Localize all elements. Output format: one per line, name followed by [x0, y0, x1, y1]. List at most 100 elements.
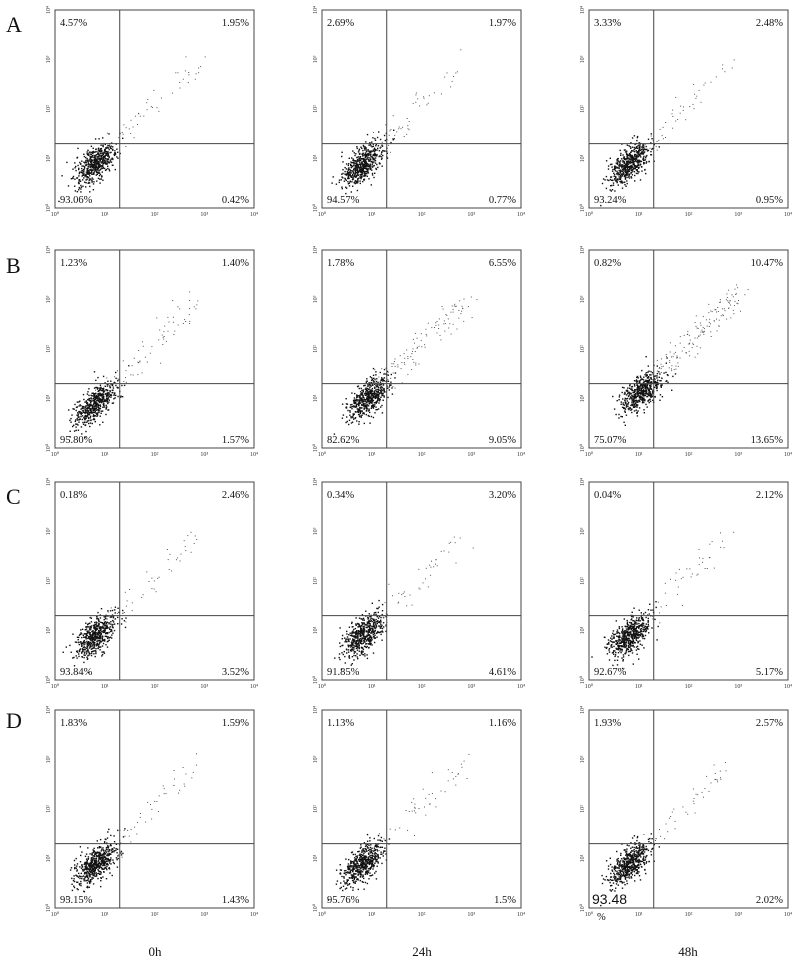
y-tick-label: 10⁰: [45, 203, 52, 212]
quadrant-ll-value: 95.15%: [60, 895, 93, 906]
quadrant-ur-value: 1.40%: [222, 258, 249, 269]
quadrant-ll-value: 93.06%: [60, 195, 93, 206]
y-tick-label: 10⁴: [46, 706, 52, 714]
quadrant-ul-value: 0.34%: [327, 490, 354, 501]
panel-frame: [588, 709, 789, 909]
y-tick-label: 10⁰: [45, 903, 52, 912]
x-tick-label: 10⁴: [250, 912, 258, 918]
quadrant-ll-value: 91.85%: [327, 667, 360, 678]
panel-c-48h: 10⁰ 10¹ 10² 10³ 10⁴ 10⁰ 10¹ 10² 10³ 10⁴ 0.04% 2.12%…: [579, 478, 792, 690]
panel-frame: [321, 9, 522, 209]
y-tick-label: 10⁰: [45, 443, 52, 452]
x-tick-label: 10²: [418, 452, 426, 458]
x-tick-label: 10⁰: [585, 451, 594, 458]
x-tick-label: 10³: [734, 212, 742, 218]
y-tick-label: 10⁰: [312, 203, 319, 212]
y-tick-label: 10²: [46, 805, 52, 813]
y-tick-label: 10⁰: [579, 443, 586, 452]
x-tick-label: 10²: [151, 212, 159, 218]
panel-b-24h: 10⁰ 10¹ 10² 10³ 10⁴ 10⁰ 10¹ 10² 10³ 10⁴ 1.78% 6.55%…: [312, 246, 525, 458]
y-tick-label: 10⁰: [312, 443, 319, 452]
event-dots: [327, 753, 470, 901]
panel-a-0h: 10⁰ 10¹ 10² 10³ 10⁴ 10⁰ 10¹ 10² 10³ 10⁴ 4.57% 1.95%…: [45, 6, 258, 218]
quadrant-ll-value: 95.80%: [60, 435, 93, 446]
row-label-d: D: [6, 708, 22, 733]
quadrant-ll-unit: %: [597, 912, 606, 923]
x-tick-label: 10⁴: [250, 212, 258, 218]
event-dots: [591, 531, 735, 670]
y-tick-label: 10¹: [313, 394, 319, 402]
x-tick-label: 10⁴: [784, 452, 792, 458]
col-label-24h: 24h: [412, 944, 432, 959]
y-tick-label: 10⁴: [313, 246, 319, 254]
panel-a-24h: 10⁰ 10¹ 10² 10³ 10⁴ 10⁰ 10¹ 10² 10³ 10⁴ 2.69% 1.97%…: [312, 6, 525, 218]
y-tick-label: 10³: [580, 527, 586, 535]
quadrant-ul-value: 2.69%: [327, 18, 354, 29]
x-tick-label: 10⁰: [318, 911, 327, 918]
x-tick-label: 10⁴: [517, 684, 525, 690]
panel-frame: [588, 249, 789, 449]
quadrant-ur-value: 10.47%: [751, 258, 784, 269]
panel-c-0h: 10⁰ 10¹ 10² 10³ 10⁴ 10⁰ 10¹ 10² 10³ 10⁴ 0.18% 2.46%…: [45, 478, 258, 690]
y-tick-label: 10³: [313, 755, 319, 763]
panel-d-48h: 10⁰ 10¹ 10² 10³ 10⁴ 10⁰ 10¹ 10² 10³ 10⁴ 1.93% 2.57%…: [579, 706, 792, 923]
quadrant-lr-value: 13.65%: [751, 435, 784, 446]
panel-d-0h: 10⁰ 10¹ 10² 10³ 10⁴ 10⁰ 10¹ 10² 10³ 10⁴ 1.83% 1.59%…: [45, 706, 258, 918]
y-tick-label: 10⁴: [46, 6, 52, 14]
y-tick-label: 10⁴: [46, 478, 52, 486]
x-tick-label: 10⁴: [517, 452, 525, 458]
y-tick-label: 10³: [46, 295, 52, 303]
y-tick-label: 10⁴: [580, 478, 586, 486]
panel-b-0h: 10⁰ 10¹ 10² 10³ 10⁴ 10⁰ 10¹ 10² 10³ 10⁴ 1.23% 1.40%…: [45, 246, 258, 458]
x-tick-label: 10³: [734, 912, 742, 918]
x-tick-label: 10³: [200, 212, 208, 218]
x-tick-label: 10¹: [368, 912, 376, 918]
y-tick-label: 10³: [46, 755, 52, 763]
x-tick-label: 10³: [734, 452, 742, 458]
y-tick-label: 10⁴: [580, 706, 586, 714]
panel-frame: [54, 9, 255, 209]
y-tick-label: 10²: [313, 105, 319, 113]
y-tick-label: 10⁰: [579, 675, 586, 684]
x-tick-label: 10³: [200, 912, 208, 918]
x-tick-label: 10⁰: [585, 683, 594, 690]
x-tick-label: 10⁴: [517, 212, 525, 218]
panel-frame: [54, 481, 255, 681]
x-tick-label: 10³: [467, 212, 475, 218]
quadrant-ul-value: 0.82%: [594, 258, 621, 269]
x-tick-label: 10⁰: [585, 911, 594, 918]
x-tick-label: 10¹: [101, 912, 109, 918]
x-tick-label: 10⁴: [250, 684, 258, 690]
panel-frame: [321, 249, 522, 449]
quadrant-ur-value: 1.95%: [222, 18, 249, 29]
y-tick-label: 10⁴: [313, 478, 319, 486]
quadrant-ur-value: 1.59%: [222, 718, 249, 729]
y-tick-label: 10⁴: [580, 246, 586, 254]
y-tick-label: 10⁴: [46, 246, 52, 254]
x-tick-label: 10³: [467, 912, 475, 918]
y-tick-label: 10³: [313, 527, 319, 535]
x-tick-label: 10⁰: [51, 683, 60, 690]
y-tick-label: 10⁴: [580, 6, 586, 14]
event-dots: [58, 56, 206, 203]
panel-frame: [321, 481, 522, 681]
x-tick-label: 10⁰: [318, 451, 327, 458]
x-tick-label: 10¹: [368, 212, 376, 218]
y-tick-label: 10²: [580, 345, 586, 353]
x-tick-label: 10⁴: [250, 452, 258, 458]
x-tick-label: 10¹: [368, 684, 376, 690]
event-dots: [600, 59, 735, 207]
panel-frame: [321, 709, 522, 909]
x-tick-label: 10⁰: [51, 451, 60, 458]
quadrant-ll-value: 93.48: [592, 891, 627, 907]
row-label-b: B: [6, 253, 21, 278]
x-tick-label: 10¹: [635, 684, 643, 690]
y-tick-label: 10¹: [46, 394, 52, 402]
x-tick-label: 10¹: [635, 452, 643, 458]
y-tick-label: 10³: [580, 55, 586, 63]
y-tick-label: 10³: [46, 55, 52, 63]
quadrant-ur-value: 2.12%: [756, 490, 783, 501]
quadrant-lr-value: 0.95%: [756, 195, 783, 206]
y-tick-label: 10³: [313, 55, 319, 63]
quadrant-ul-value: 1.13%: [327, 718, 354, 729]
